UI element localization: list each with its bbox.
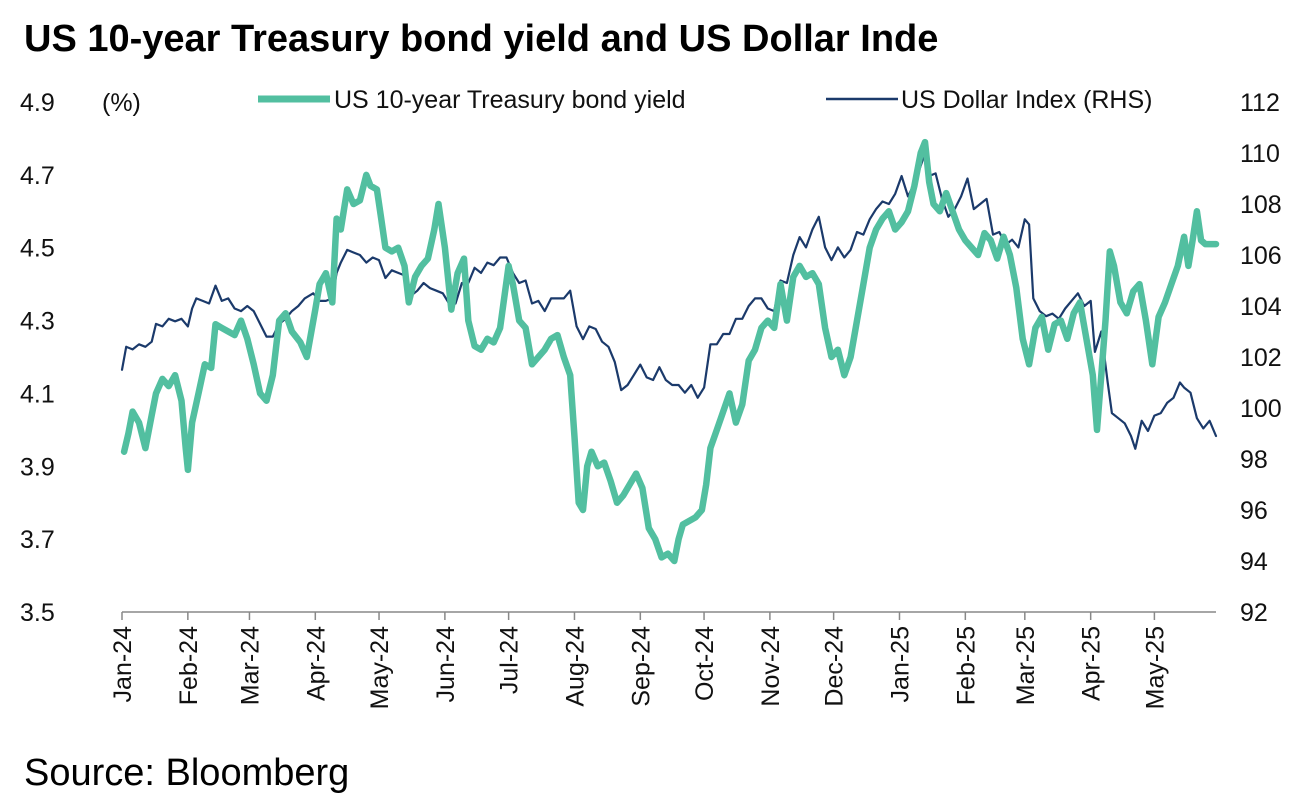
right-tick-label: 112 bbox=[1240, 89, 1280, 117]
legend-label-dxy: US Dollar Index (RHS) bbox=[901, 86, 1152, 114]
left-tick-label: 4.1 bbox=[20, 380, 55, 408]
source-note: Source: Bloomberg bbox=[24, 752, 350, 794]
x-tick-label: Sep-24 bbox=[627, 626, 655, 707]
x-axis: Jan-24 Feb-24 Mar-24 Apr-24 May-24 Jun-24 Jul-… bbox=[109, 611, 1216, 709]
left-tick-label: 4.9 bbox=[20, 89, 55, 117]
right-tick-label: 94 bbox=[1240, 548, 1268, 576]
dxy-line bbox=[120, 151, 1218, 450]
left-axis-unit-label: (%) bbox=[102, 89, 141, 117]
right-tick-label: 108 bbox=[1240, 191, 1282, 219]
left-tick-label: 3.5 bbox=[20, 599, 55, 627]
right-tick-label: 98 bbox=[1240, 446, 1268, 474]
x-tick-label: Jan-24 bbox=[109, 626, 137, 703]
legend-label-yield: US 10-year Treasury bond yield bbox=[334, 86, 686, 114]
x-tick-label: Mar-24 bbox=[236, 626, 264, 705]
left-tick-label: 4.3 bbox=[20, 308, 55, 336]
right-tick-label: 92 bbox=[1240, 599, 1268, 627]
x-tick-label: Oct-24 bbox=[691, 626, 719, 701]
left-tick-label: 3.7 bbox=[20, 526, 55, 554]
x-tick-label: Jan-25 bbox=[886, 626, 914, 702]
x-tick-label: Apr-25 bbox=[1078, 626, 1106, 701]
x-tick-label: Jul-24 bbox=[496, 626, 524, 694]
x-tick-label: May-24 bbox=[366, 626, 394, 709]
x-tick-label: Apr-24 bbox=[302, 626, 330, 701]
yield-line bbox=[120, 138, 1220, 565]
left-tick-label: 4.7 bbox=[20, 162, 55, 190]
left-tick-label: 4.5 bbox=[20, 235, 55, 263]
right-tick-label: 104 bbox=[1240, 293, 1282, 321]
series-layer bbox=[120, 138, 1220, 565]
legend: US 10-year Treasury bond yield US Dollar… bbox=[258, 86, 1152, 114]
right-tick-label: 110 bbox=[1240, 140, 1280, 168]
left-tick-label: 3.9 bbox=[20, 453, 55, 481]
right-tick-label: 102 bbox=[1240, 344, 1282, 372]
right-tick-label: 96 bbox=[1240, 497, 1268, 525]
right-tick-label: 100 bbox=[1240, 395, 1282, 423]
x-tick-label: Jun-24 bbox=[432, 626, 460, 703]
right-y-axis: 92 94 96 98 100 102 104 106 108 110 112 bbox=[1240, 89, 1282, 627]
x-tick-label: Nov-24 bbox=[757, 626, 785, 707]
x-tick-label: Feb-24 bbox=[175, 626, 203, 705]
x-tick-label: May-25 bbox=[1141, 626, 1169, 709]
x-tick-label: Mar-25 bbox=[1012, 626, 1040, 705]
left-y-axis: 3.5 3.7 3.9 4.1 4.3 4.5 4.7 4.9 bbox=[20, 89, 55, 627]
x-tick-label: Dec-24 bbox=[821, 626, 849, 707]
x-tick-label: Feb-25 bbox=[952, 626, 980, 705]
x-tick-label: Aug-24 bbox=[561, 626, 589, 707]
chart-title: US 10-year Treasury bond yield and US Do… bbox=[24, 18, 939, 60]
right-tick-label: 106 bbox=[1240, 242, 1282, 270]
